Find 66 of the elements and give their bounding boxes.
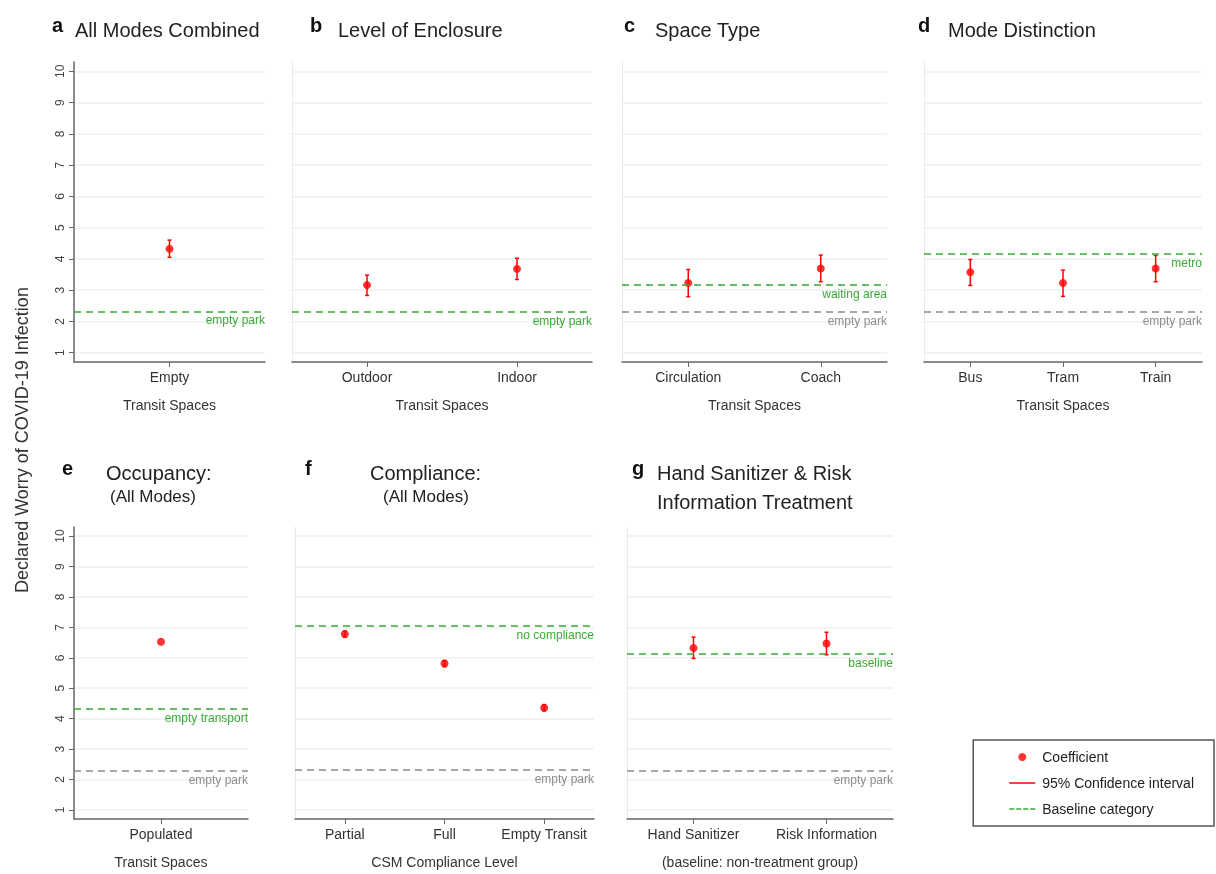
y-tick-label: 9 <box>53 562 67 570</box>
x-tick-label: Empty <box>149 369 190 385</box>
x-tick-label: Indoor <box>497 369 538 385</box>
y-axis-title: Declared Worry of COVID-19 Infection <box>11 287 33 593</box>
y-tick-label: 6 <box>53 654 67 662</box>
ref-line-label: empty park <box>827 314 888 328</box>
ref-line-label: empty park <box>534 771 595 786</box>
chart-subtitle: (All Modes) <box>110 487 196 506</box>
y-tick-label: 9 <box>53 98 67 106</box>
x-tick-label: Populated <box>129 826 193 842</box>
y-tick-label: 6 <box>53 192 67 200</box>
y-tick-label: 2 <box>53 317 67 325</box>
chart-title: d Mode Distinction <box>918 14 1096 41</box>
ref-line-label: no compliance <box>516 628 595 643</box>
y-tick-label: 4 <box>53 255 67 263</box>
chart-title: f Compliance: <box>305 457 482 484</box>
ref-line-label: baseline <box>848 655 894 670</box>
ref-line-label: empty park <box>532 313 593 328</box>
x-tick-label: Empty Transit <box>501 826 588 842</box>
chart-title: g Hand Sanitizer & Risk Information Treatment <box>632 457 858 513</box>
x-axis-title: Transit Spaces <box>114 854 208 870</box>
y-tick-label: 10 <box>53 529 67 543</box>
ref-line-label: empty park <box>1142 314 1203 328</box>
x-tick-label: Full <box>433 826 456 842</box>
x-tick-label: Partial <box>324 826 365 842</box>
y-tick-label: 10 <box>53 64 67 79</box>
x-tick-label: Tram <box>1046 369 1080 385</box>
y-tick-label: 3 <box>53 745 67 753</box>
chart-title: a All Modes Combined <box>52 14 260 41</box>
ref-line-label: empty transport <box>164 710 249 725</box>
x-tick-label: Coach <box>800 369 841 385</box>
x-tick-label: Outdoor <box>341 369 393 385</box>
x-axis-title: (baseline: non-treatment group) <box>661 854 859 870</box>
ref-line-label: metro <box>1171 255 1203 270</box>
y-tick-label: 7 <box>53 161 67 169</box>
x-axis-title: Transit Spaces <box>1016 397 1110 413</box>
x-tick-label: Risk Information <box>775 826 878 842</box>
y-tick-label: 3 <box>53 286 67 294</box>
y-tick-label: 1 <box>53 348 67 356</box>
chart-title: b Level of Enclosure <box>310 14 503 41</box>
x-tick-label: Train <box>1139 369 1172 385</box>
ref-line-label: waiting area <box>821 286 888 301</box>
y-tick-label: 8 <box>53 593 67 601</box>
y-tick-label: 1 <box>53 806 67 814</box>
chart-title: e Occupancy: <box>62 457 212 484</box>
chart-title: c Space Type <box>624 14 761 41</box>
x-axis-title: Transit Spaces <box>395 397 489 413</box>
ref-line-label: empty park <box>833 772 894 787</box>
x-tick-label: Hand Sanitizer <box>647 826 740 842</box>
y-tick-label: 5 <box>53 684 67 692</box>
y-tick-label: 2 <box>53 775 67 783</box>
text: 95% Confidence interval <box>1042 775 1195 791</box>
x-axis-title: CSM Compliance Level <box>371 854 518 870</box>
y-tick-label: 8 <box>53 130 67 138</box>
y-tick-label: 5 <box>53 223 67 231</box>
x-tick-label: Circulation <box>655 369 722 385</box>
x-tick-label: Bus <box>958 369 983 385</box>
x-axis-title: Transit Spaces <box>123 397 216 413</box>
chart-subtitle: (All Modes) <box>383 487 469 506</box>
ref-line-label: empty park <box>205 313 266 328</box>
ref-line-label: empty park <box>188 772 249 787</box>
y-tick-label: 7 <box>53 623 67 631</box>
x-axis-title: Transit Spaces <box>708 397 801 413</box>
legend-label: Coefficient <box>1042 749 1109 765</box>
y-tick-label: 4 <box>53 714 67 722</box>
text: Baseline category <box>1042 801 1154 817</box>
